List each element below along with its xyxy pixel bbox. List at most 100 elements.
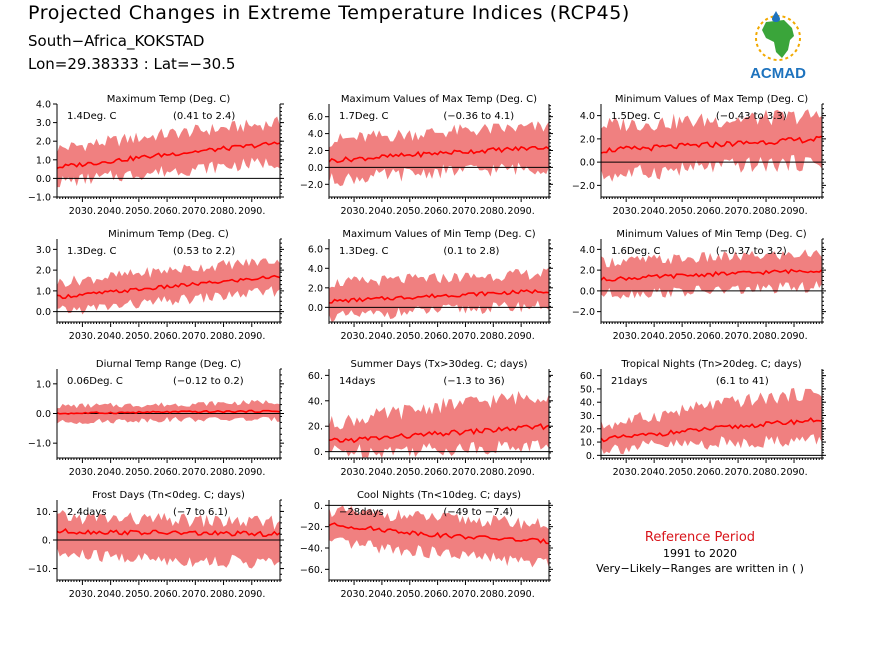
- chart-title: Maximum Temp (Deg. C): [107, 94, 231, 105]
- mean-line: [328, 522, 550, 545]
- x-tick-label: 2090.: [508, 467, 535, 478]
- header: Projected Changes in Extreme Temperature…: [0, 0, 879, 90]
- chart-title: Summer Days (Tx>30deg. C; days): [350, 359, 527, 370]
- x-tick-label: 2030.: [340, 206, 367, 217]
- ranges-note: Very−Likely−Ranges are written in ( ): [596, 562, 804, 575]
- x-tick-label: 2060.: [424, 331, 451, 342]
- water-drop-icon: [772, 11, 780, 22]
- y-tick-label: −10.: [28, 564, 51, 575]
- x-tick-label: 2040.: [97, 467, 124, 478]
- x-tick-label: 2040.: [97, 589, 124, 600]
- y-tick-label: 40.: [308, 396, 323, 407]
- y-tick-label: 0.0: [308, 163, 323, 174]
- mean-line: [600, 135, 823, 154]
- y-tick-label: 0.0: [308, 303, 323, 314]
- chart-title: Frost Days (Tn<0deg. C; days): [92, 490, 245, 501]
- y-tick-label: −40.: [300, 544, 323, 555]
- y-tick-label: 1.0: [36, 379, 51, 390]
- chart-4: 0.0 1.0 2.0 3.0 2030. 2040. 2050. 2060. 2070. 208…: [36, 229, 284, 342]
- change-label: 14days: [339, 376, 375, 387]
- y-tick-label: 10.: [580, 438, 595, 449]
- y-tick-label: 4.0: [308, 264, 323, 275]
- x-tick-label: 2050.: [396, 206, 423, 217]
- y-tick-label: −1.0: [28, 439, 51, 450]
- x-tick-label: 2050.: [669, 206, 696, 217]
- x-tick-label: 2070.: [452, 467, 479, 478]
- reference-period-label: Reference Period: [644, 530, 756, 545]
- x-tick-label: 2030.: [340, 467, 367, 478]
- y-tick-label: 30.: [580, 411, 595, 422]
- x-tick-label: 2040.: [641, 331, 668, 342]
- mean-line: [56, 528, 281, 537]
- chart-10: −10.0.10.2030. 2040. 2050. 2060. 2070. 2080. 2…: [28, 490, 284, 600]
- x-tick-label: 2060.: [153, 467, 180, 478]
- x-tick-label: 2090.: [508, 206, 535, 217]
- y-tick-label: −1.0: [28, 193, 51, 204]
- y-tick-label: 0.0: [580, 286, 595, 297]
- y-tick-label: 60.: [308, 371, 323, 382]
- africa-shape-icon: [762, 20, 794, 58]
- y-tick-label: 0.: [42, 536, 51, 547]
- y-tick-label: 6.0: [308, 244, 323, 255]
- x-tick-label: 2030.: [69, 206, 96, 217]
- y-tick-label: 40.: [580, 398, 595, 409]
- range-band: [329, 390, 549, 459]
- y-tick-label: 2.0: [36, 137, 51, 148]
- y-tick-label: −2.0: [300, 180, 323, 191]
- y-tick-label: 0.0: [36, 307, 51, 318]
- x-tick-label: 2090.: [238, 331, 265, 342]
- mean-line: [600, 268, 823, 282]
- logo-text: ACMAD: [750, 65, 806, 82]
- change-label: 1.4Deg. C: [67, 111, 116, 122]
- x-tick-label: 2060.: [424, 206, 451, 217]
- x-tick-label: 2050.: [396, 589, 423, 600]
- x-tick-label: 2030.: [340, 331, 367, 342]
- range-band: [57, 510, 280, 569]
- x-tick-label: 2080.: [210, 331, 237, 342]
- x-tick-label: 2080.: [480, 331, 507, 342]
- change-label: 1.6Deg. C: [611, 246, 660, 257]
- y-tick-label: −2.0: [572, 307, 595, 318]
- x-tick-label: 2050.: [669, 331, 696, 342]
- reference-years: 1991 to 2020: [662, 547, 738, 560]
- change-label: 0.06Deg. C: [67, 376, 123, 387]
- mean-line: [56, 274, 281, 300]
- x-tick-label: 2090.: [780, 331, 807, 342]
- x-tick-label: 2030.: [613, 467, 640, 478]
- x-tick-label: 2070.: [724, 467, 751, 478]
- range-band: [601, 388, 822, 455]
- range-label: (6.1 to 41): [716, 376, 769, 387]
- y-tick-label: 4.0: [580, 245, 595, 256]
- x-tick-label: 2050.: [669, 467, 696, 478]
- range-label: (−0.37 to 3.2): [716, 246, 787, 257]
- y-tick-label: 0.0: [36, 409, 51, 420]
- chart-7: −1.0 0.0 1.0 2030. 2040. 2050. 2060. 2070. 2080.…: [28, 359, 284, 478]
- x-tick-label: 2060.: [153, 589, 180, 600]
- x-tick-label: 2030.: [613, 331, 640, 342]
- chart-title: Minimum Values of Max Temp (Deg. C): [615, 94, 808, 105]
- y-tick-label: 0.: [314, 447, 323, 458]
- x-tick-label: 2070.: [724, 206, 751, 217]
- mean-line: [600, 417, 823, 443]
- chart-title: Cool Nights (Tn<10deg. C; days): [357, 490, 521, 501]
- x-tick-label: 2050.: [396, 467, 423, 478]
- reference-block: Reference Period 1991 to 2020 Very−Likel…: [575, 530, 825, 577]
- acmad-logo: ACMAD: [750, 11, 806, 82]
- y-tick-label: 1.0: [36, 286, 51, 297]
- x-tick-label: 2050.: [125, 331, 152, 342]
- x-tick-label: 2070.: [182, 589, 209, 600]
- chart-title: Minimum Values of Min Temp (Deg. C): [616, 229, 806, 240]
- range-band: [57, 116, 280, 188]
- y-tick-label: 0.0: [580, 158, 595, 169]
- x-tick-label: 2050.: [396, 331, 423, 342]
- location-label: South−Africa_KOKSTAD: [28, 32, 205, 50]
- x-tick-label: 2090.: [780, 206, 807, 217]
- x-tick-label: 2040.: [368, 467, 395, 478]
- x-tick-label: 2040.: [368, 331, 395, 342]
- y-tick-label: 20.: [308, 422, 323, 433]
- x-tick-label: 2070.: [182, 467, 209, 478]
